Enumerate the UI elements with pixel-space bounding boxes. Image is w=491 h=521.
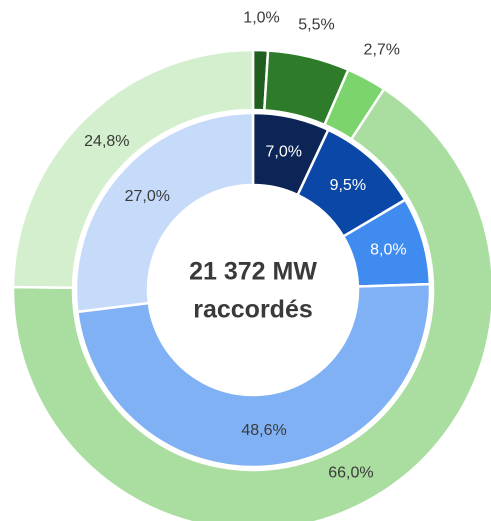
slice-label: 24,8% (84, 133, 129, 150)
slice-label: 2,7% (364, 42, 400, 59)
slice-label: 66,0% (328, 465, 373, 482)
slice-label: 1,0% (243, 9, 279, 26)
donut-slice (75, 282, 432, 469)
center-label: raccordés (193, 296, 313, 324)
slice-label: 5,5% (298, 17, 334, 34)
slice-label: 7,0% (265, 144, 301, 161)
donut-slice (11, 48, 255, 290)
slice-label: 8,0% (370, 242, 406, 259)
donut-slice (11, 87, 491, 521)
slice-label: 27,0% (125, 188, 170, 205)
donut-slice (74, 111, 255, 314)
center-label: 21 372 MW (189, 258, 317, 286)
slice-label: 48,6% (241, 422, 286, 439)
slice-label: 9,5% (330, 177, 366, 194)
